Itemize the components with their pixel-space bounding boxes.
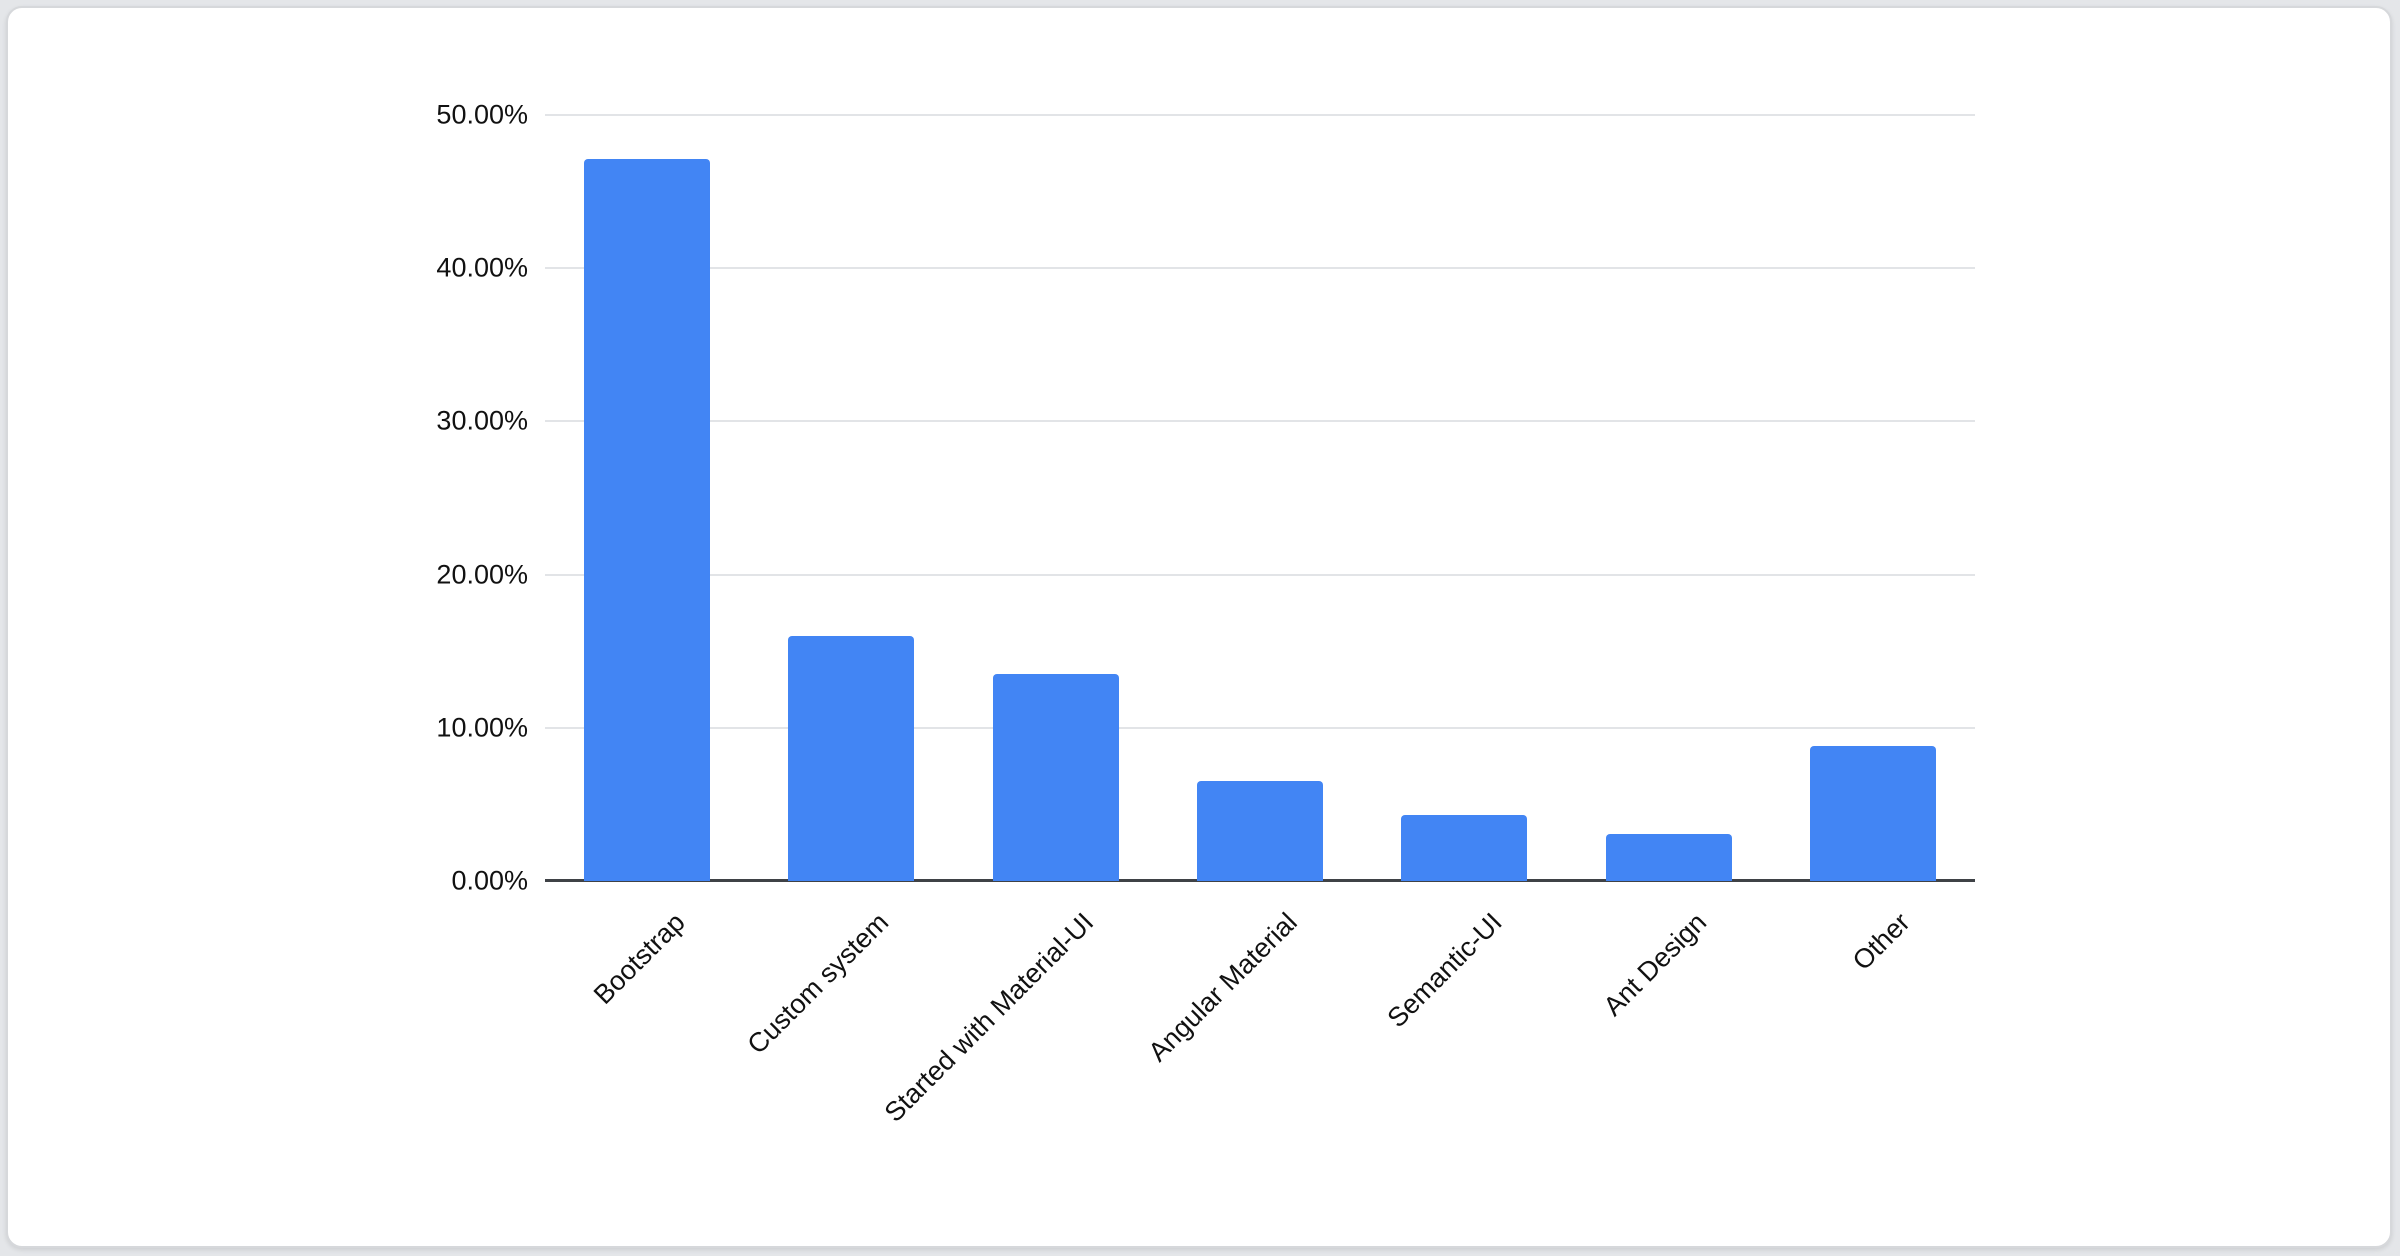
- chart-card: 0.00% 10.00% 20.00% 30.00% 40.00% 50.00% Boot…: [6, 6, 2392, 1248]
- gridline: [545, 726, 1975, 729]
- bar-started-with-material-ui: [992, 674, 1119, 881]
- x-axis-label-ant-design: Ant Design: [1597, 907, 1712, 1022]
- x-axis-labels: Bootstrap Custom system Started with Mater…: [545, 881, 1975, 1241]
- gridline: [545, 573, 1975, 576]
- bar-other: [1809, 746, 1936, 881]
- bar-semantic-ui: [1401, 815, 1528, 881]
- gridline: [545, 267, 1975, 270]
- x-axis-label-bootstrap: Bootstrap: [587, 907, 691, 1010]
- plot-area: [545, 114, 1975, 882]
- bar-bootstrap: [584, 159, 711, 881]
- y-axis-tick-label: 0.00%: [451, 865, 528, 896]
- gridline: [545, 114, 1975, 116]
- x-axis-label-other: Other: [1847, 907, 1917, 976]
- y-axis-labels: 0.00% 10.00% 20.00% 30.00% 40.00% 50.00%: [8, 101, 528, 894]
- x-axis-label-semantic-ui: Semantic-UI: [1381, 907, 1508, 1034]
- x-axis-label-started-with-material-ui: Started with Material-UI: [878, 907, 1099, 1128]
- bar-ant-design: [1605, 833, 1732, 881]
- bar-custom-system: [788, 635, 915, 881]
- y-axis-tick-label: 30.00%: [436, 405, 528, 436]
- bar-angular-material: [1197, 781, 1323, 881]
- x-axis-label-angular-material: Angular Material: [1142, 907, 1304, 1068]
- y-axis-tick-label: 10.00%: [436, 712, 528, 743]
- bar-chart: 0.00% 10.00% 20.00% 30.00% 40.00% 50.00% Boot…: [8, 8, 2390, 1246]
- y-axis-tick-label: 40.00%: [436, 252, 528, 283]
- y-axis-tick-label: 20.00%: [436, 559, 528, 590]
- gridline: [545, 420, 1975, 423]
- y-axis-tick-label: 50.00%: [436, 99, 528, 130]
- x-axis-label-custom-system: Custom system: [741, 907, 895, 1060]
